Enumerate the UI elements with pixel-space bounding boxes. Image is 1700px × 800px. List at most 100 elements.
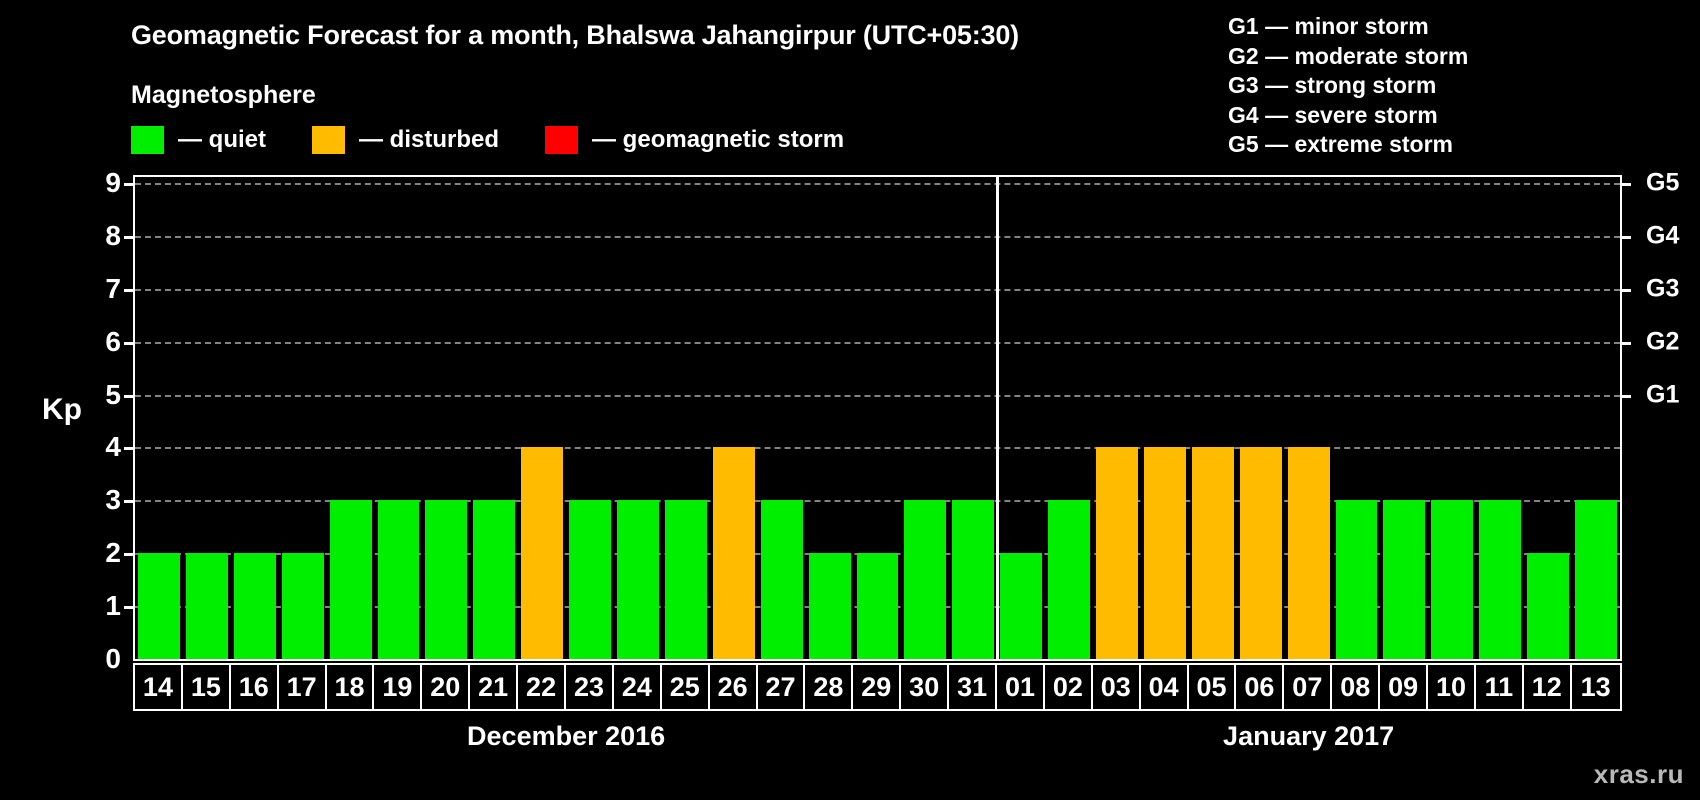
day-label-21[interactable]: 21 [470,665,519,709]
y-tick-2 [124,553,135,557]
bar-day-08[interactable] [1335,500,1378,659]
bar-day-23[interactable] [569,500,612,659]
page-title: Geomagnetic Forecast for a month, Bhalsw… [131,20,1019,50]
bar-slot [1524,177,1572,659]
gridline-kp-7 [135,288,1620,291]
legend-item-quiet: — quiet [131,125,266,155]
bar-day-16[interactable] [233,553,276,659]
bar-day-17[interactable] [281,553,324,659]
day-label-02[interactable]: 02 [1045,665,1093,709]
y-tick-4 [124,447,135,451]
bar-day-31[interactable] [952,500,995,659]
bar-slot [327,177,375,659]
day-label-15[interactable]: 15 [183,665,231,709]
y-axis-label-9: 9 [105,167,121,198]
bar-slot [375,177,423,659]
day-label-19[interactable]: 19 [374,665,423,709]
gridline-kp-9 [135,183,1620,185]
bar-day-22[interactable] [521,447,564,659]
day-label-11[interactable]: 11 [1476,665,1524,709]
day-label-14[interactable]: 14 [135,665,183,709]
bar-day-05[interactable] [1191,447,1234,659]
bar-slot [854,177,902,659]
bar-day-24[interactable] [617,500,659,659]
day-label-05[interactable]: 05 [1189,665,1237,709]
bar-day-25[interactable] [664,500,707,659]
orange-square-icon [312,126,345,154]
day-label-29[interactable]: 29 [853,665,902,709]
bar-day-04[interactable] [1143,447,1186,659]
bar-day-21[interactable] [473,500,516,659]
y-tick-6 [124,341,135,345]
gridline-kp-5 [135,394,1620,397]
bar-slot [901,177,949,659]
day-label-30[interactable]: 30 [901,665,950,709]
bar-slot [422,177,470,659]
day-label-20[interactable]: 20 [422,665,471,709]
bar-day-27[interactable] [760,500,803,659]
legend-label-storm: — geomagnetic storm [592,126,845,153]
plot-frame [124,175,1631,661]
bar-day-19[interactable] [377,500,420,659]
bar-day-10[interactable] [1431,500,1474,659]
bar-day-02[interactable] [1048,500,1091,659]
bar-day-11[interactable] [1479,500,1522,659]
day-label-28[interactable]: 28 [805,665,854,709]
bar-slot [1045,177,1093,659]
bar-day-20[interactable] [425,500,468,659]
bar-slot [1428,177,1476,659]
bar-slot [1285,177,1333,659]
bars-layer [135,177,1620,659]
day-label-23[interactable]: 23 [566,665,614,709]
day-label-03[interactable]: 03 [1093,665,1141,709]
red-square-icon [545,126,579,154]
day-label-26[interactable]: 26 [710,665,758,709]
day-label-01[interactable]: 01 [997,665,1045,709]
day-label-13[interactable]: 13 [1580,671,1611,702]
bar-day-18[interactable] [329,500,372,659]
bar-slot [1141,177,1189,659]
gscale-line-g5: G5 — extreme storm [1228,131,1453,157]
bar-day-14[interactable] [138,553,180,659]
day-label-18[interactable]: 18 [327,665,375,709]
day-label-08[interactable]: 08 [1332,665,1381,709]
bar-day-15[interactable] [185,553,228,659]
day-label-17[interactable]: 17 [279,665,327,709]
day-label-22[interactable]: 22 [518,665,567,709]
bar-day-29[interactable] [856,553,899,659]
day-label-27[interactable]: 27 [758,665,806,709]
magnetosphere-label: Magnetosphere [131,81,316,109]
bar-slot [662,177,710,659]
day-label-06[interactable]: 06 [1236,665,1285,709]
bar-slot [1380,177,1428,659]
bar-slot [1333,177,1381,659]
bar-day-03[interactable] [1096,447,1138,659]
bar-slot [949,177,997,659]
bar-day-07[interactable] [1287,447,1330,659]
y-axis-label-2: 2 [105,537,121,569]
bar-day-13[interactable] [1575,500,1617,659]
bar-day-12[interactable] [1527,553,1570,659]
day-label-31[interactable]: 31 [949,665,998,709]
bar-day-30[interactable] [904,500,947,659]
day-label-16[interactable]: 16 [231,665,279,709]
y-tick-7 [124,288,135,292]
bar-day-01[interactable] [1000,553,1043,659]
legend-label-disturbed: — disturbed [359,126,500,153]
day-label-10[interactable]: 10 [1428,665,1476,709]
bar-day-06[interactable] [1239,447,1282,659]
day-label-25[interactable]: 25 [662,665,710,709]
day-label-24[interactable]: 24 [614,665,662,709]
day-label-12[interactable]: 12 [1524,665,1572,709]
green-square-icon [131,126,164,154]
bar-day-28[interactable] [808,553,851,659]
bar-slot [135,177,183,659]
bar-day-09[interactable] [1383,500,1426,659]
gridline-kp-3 [135,500,1620,503]
g-tick-g3 [1620,288,1631,292]
day-label-04[interactable]: 04 [1141,665,1189,709]
y-axis-label-5: 5 [105,378,121,410]
bar-day-26[interactable] [712,447,755,659]
day-label-07[interactable]: 07 [1284,665,1333,709]
day-label-09[interactable]: 09 [1380,665,1429,709]
